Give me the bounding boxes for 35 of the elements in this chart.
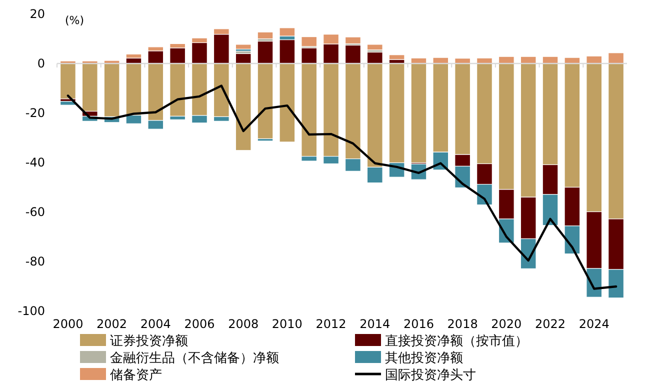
bar [82,63,98,112]
legend-label: 金融衍生品（不含储备）净额 [110,351,279,366]
legend-label: 国际投资净头寸 [385,368,476,383]
x-tick-label: 2012 [316,317,346,331]
x-tick-label: 2016 [403,317,434,331]
legend-label: 其他投资净额 [385,351,463,366]
legend-label: 直接投资净额（按市值） [385,334,528,349]
bar [366,44,383,50]
bar [60,63,76,100]
legend-label: 证券投资净额 [110,334,188,349]
y-tick-label: -60 [25,205,45,219]
x-tick-label: 2004 [140,317,171,331]
x-tick-label: 2022 [534,317,566,331]
bar [235,44,252,50]
x-tick-label: 2018 [447,317,478,331]
y-tick-label: -80 [25,254,45,268]
bar [257,32,274,40]
y-tick-label: -20 [25,106,45,120]
x-tick-label: 2000 [52,317,84,331]
x-tick-label: 2010 [272,317,302,331]
x-tick-label: 2014 [360,317,390,331]
x-tick-label: 2002 [96,317,128,331]
bar [279,28,296,36]
x-tick-label: 2024 [578,317,610,331]
y-tick-label: 20 [30,7,45,21]
line-series [66,84,618,290]
y-tick-label: -100 [18,304,45,318]
y-tick-label: 0 [37,56,45,70]
y-axis-title: (%) [65,14,84,27]
y-tick-label: -40 [25,156,45,170]
legend-label: 储备资产 [110,368,162,383]
x-tick-label: 2006 [184,317,215,331]
x-tick-label: 2020 [491,317,522,331]
bar [388,54,405,60]
x-tick-label: 2008 [228,317,259,331]
